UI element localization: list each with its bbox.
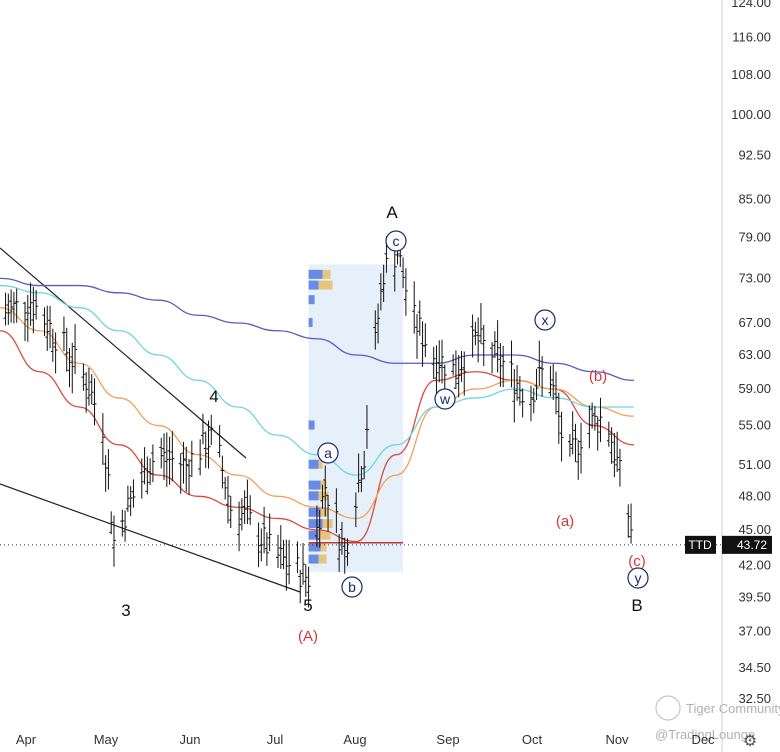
volume-profile-bar	[308, 554, 319, 564]
wave-label-3: 3	[121, 601, 130, 620]
volume-profile-bar	[308, 459, 319, 469]
wave-circle-b	[341, 576, 363, 598]
symbol-label: TTD	[688, 538, 712, 552]
x-tick-label: Apr	[16, 732, 37, 747]
y-tick-label: 108.00	[731, 67, 771, 82]
x-tick-label: May	[94, 732, 119, 747]
wave-label-4: 4	[209, 387, 218, 406]
volume-profile-bar	[308, 507, 321, 517]
wave-label-5: 5	[303, 596, 312, 615]
volume-profile-bar	[320, 542, 327, 552]
volume-profile-bar	[318, 280, 333, 290]
last-price-label: 43.72	[737, 538, 767, 552]
volume-profile-bar	[318, 530, 331, 540]
y-tick-label: 59.00	[738, 381, 771, 396]
y-tick-label: 55.00	[738, 418, 771, 433]
x-tick-label: Jun	[180, 732, 201, 747]
x-tick-label: Oct	[522, 732, 543, 747]
y-tick-label: 39.50	[738, 590, 771, 605]
volume-profile-bar	[308, 295, 315, 305]
wave-circle-a	[317, 442, 339, 464]
y-tick-label: 45.00	[738, 522, 771, 537]
wave-circle-label-x: x	[542, 312, 549, 328]
y-tick-label: 37.00	[738, 624, 771, 639]
y-tick-label: 100.00	[731, 107, 771, 122]
volume-profile-bar	[322, 269, 331, 279]
y-tick-label: 67.00	[738, 315, 771, 330]
volume-profile-bar	[308, 530, 319, 540]
wave-circle-label-a: a	[324, 445, 332, 461]
wave-labels-layer: 3 4 5 A B (A) (a) (b) (c) a b c w x y Tiger Community @T…	[121, 203, 780, 742]
volume-profile-bar	[308, 480, 321, 490]
moving-average-3	[0, 284, 634, 476]
volume-profile-bar	[308, 542, 321, 552]
wave-circle-w	[434, 388, 456, 410]
wave-label-red-3: (c)	[628, 553, 646, 570]
watermark-tiger: Tiger Community	[686, 701, 780, 716]
wave-label-red-0: (A)	[298, 628, 318, 645]
axes-layer: 124.00 116.00 108.00 100.00 92.50 85.00 79.00 7…	[16, 0, 772, 752]
x-tick-label: Nov	[605, 732, 629, 747]
tiger-logo-icon	[655, 695, 681, 721]
y-tick-label: 51.00	[738, 457, 771, 472]
volume-profile-bar	[308, 420, 315, 430]
x-tick-label: Jul	[267, 732, 284, 747]
watermark-tradinglounge: @TradingLounge	[655, 727, 755, 742]
wave-label-a: A	[386, 203, 398, 222]
volume-profile-bar	[308, 280, 319, 290]
y-tick-label: 79.00	[738, 229, 771, 244]
symbol-tag	[685, 535, 716, 554]
volume-profile-bar	[320, 480, 327, 490]
wave-label-red-2: (b)	[589, 368, 607, 385]
volume-profile-bar	[318, 554, 327, 564]
wave-circle-c	[385, 230, 407, 252]
y-tick-label: 42.00	[738, 558, 771, 573]
upper-trendline	[0, 247, 247, 459]
y-tick-label: 48.00	[738, 488, 771, 503]
wave-circle-label-y: y	[635, 570, 642, 586]
y-tick-label: 124.00	[731, 0, 771, 10]
volume-profile-bar	[308, 317, 313, 327]
settings-gear-icon: ⚙	[743, 733, 757, 750]
wave-circle-label-w: w	[439, 391, 451, 407]
y-tick-label: 116.00	[732, 30, 771, 45]
wave-circle-y	[627, 567, 649, 589]
y-tick-label: 85.00	[738, 191, 771, 206]
lower-trendline	[0, 483, 301, 593]
volume-profile-bar	[318, 459, 323, 469]
wave-label-red-1: (a)	[556, 513, 574, 530]
wave-circle-label-c: c	[393, 233, 400, 249]
price-bars-layer	[3, 236, 634, 608]
wave-circle-label-b: b	[348, 579, 356, 595]
volume-profile-bar	[320, 507, 329, 517]
x-tick-label: Dec	[691, 732, 715, 747]
trendlines-layer	[0, 247, 301, 593]
y-tick-label: 34.50	[738, 660, 771, 675]
last-price-tag	[722, 535, 772, 554]
y-tick-label: 32.50	[738, 691, 771, 706]
volume-profile-bar	[308, 269, 323, 279]
wave-circle-x	[534, 309, 556, 331]
y-tick-label: 63.00	[738, 347, 771, 362]
y-tick-label: 73.00	[738, 270, 771, 285]
wave-label-b: B	[631, 596, 642, 615]
y-tick-label: 92.50	[738, 147, 771, 162]
volume-profile-bar	[318, 491, 329, 501]
volume-profile-bar	[308, 491, 319, 501]
volume-profile-bar	[308, 519, 323, 529]
background-layer	[0, 264, 722, 572]
moving-average-4	[0, 277, 634, 381]
x-tick-label: Sep	[436, 732, 459, 747]
x-tick-label: Aug	[343, 732, 366, 747]
